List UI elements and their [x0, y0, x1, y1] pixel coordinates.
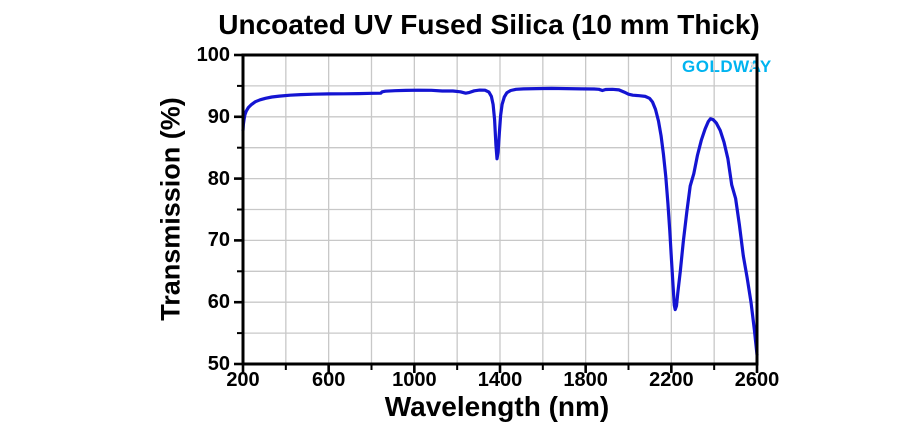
- x-tick-label: 1400: [477, 369, 523, 391]
- y-tick-label: 50: [207, 353, 230, 375]
- x-tick-label: 200: [226, 369, 260, 391]
- y-tick-label: 80: [207, 167, 230, 190]
- chart-title: Uncoated UV Fused Silica (10 mm Thick): [218, 9, 760, 40]
- axis-frame: [241, 53, 759, 366]
- x-axis-label: Wavelength (nm): [384, 391, 610, 422]
- y-tick-label: 100: [196, 44, 230, 66]
- x-tick-label: 2600: [734, 369, 780, 391]
- y-tick-label: 70: [207, 229, 230, 252]
- y-tick-label: 60: [207, 291, 230, 314]
- x-tick-label: 1000: [392, 369, 437, 391]
- x-tick-label: 600: [311, 369, 346, 391]
- transmission-curve: [241, 86, 759, 357]
- x-tick-label: 2200: [649, 369, 694, 391]
- x-tick-label: 1800: [563, 369, 608, 391]
- watermark-chevron-icon: ›: [749, 55, 756, 76]
- goldway-watermark: GOLDWAY: [682, 57, 772, 76]
- y-tick-label: 90: [207, 105, 230, 128]
